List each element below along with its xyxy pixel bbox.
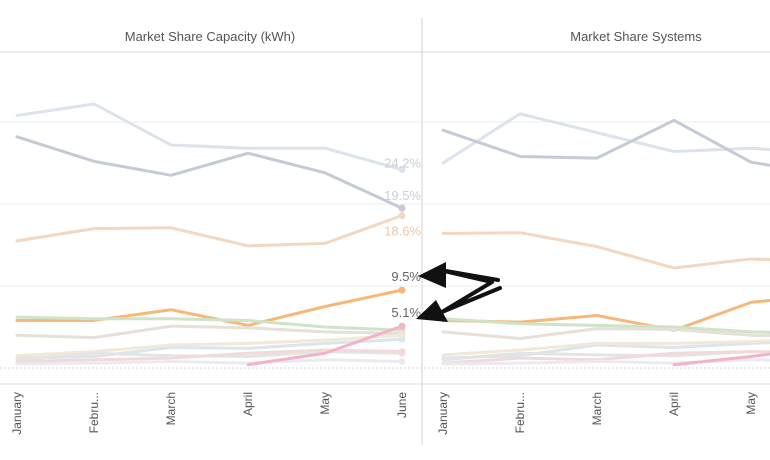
- series-line: [441, 350, 770, 365]
- x-tick-label: Febru...: [513, 392, 527, 433]
- x-tick-label: May: [318, 392, 332, 415]
- series-line: [15, 102, 404, 172]
- panel-title: Market Share Capacity (kWh): [125, 29, 296, 44]
- x-tick-label: March: [590, 392, 604, 425]
- series-line: [441, 327, 770, 340]
- series-line: [15, 288, 404, 327]
- series-line: [441, 231, 770, 270]
- series-line: [441, 358, 770, 366]
- series-line: [15, 213, 404, 248]
- series-line: [441, 118, 770, 167]
- series-end-point: [398, 211, 406, 219]
- panel-title: Market Share Systems: [570, 29, 702, 44]
- x-tick-label: March: [164, 392, 178, 425]
- x-tick-label: April: [667, 392, 681, 416]
- series-end-point: [398, 357, 406, 365]
- series-line: [15, 333, 404, 358]
- annotation-arrow: [438, 268, 502, 314]
- series-end-point: [398, 331, 406, 339]
- series-end-point: [398, 204, 406, 212]
- data-label: 5.1%: [391, 305, 421, 320]
- series-line: [15, 315, 404, 332]
- series-end-point: [398, 322, 406, 330]
- x-tick-label: May: [744, 392, 758, 415]
- x-tick-label: January: [436, 392, 450, 435]
- series-line: [441, 341, 770, 360]
- series-end-point: [398, 348, 406, 356]
- data-label: 18.6%: [384, 223, 421, 238]
- x-tick-label: January: [10, 392, 24, 435]
- series-line: [15, 337, 404, 360]
- x-tick-label: Febru...: [87, 392, 101, 433]
- data-label: 19.5%: [384, 188, 421, 203]
- series-end-point: [398, 166, 406, 174]
- series-line: [441, 339, 770, 357]
- x-tick-label: June: [395, 392, 409, 418]
- series-line: [441, 317, 770, 334]
- data-label: 9.5%: [391, 269, 421, 284]
- data-label: 24.2%: [384, 156, 421, 171]
- x-tick-label: April: [241, 392, 255, 416]
- annotation-arrow-lower-head: [416, 300, 448, 322]
- series-line: [672, 352, 770, 367]
- series-line: [15, 135, 404, 210]
- series-line: [246, 324, 404, 367]
- series-line: [441, 112, 770, 165]
- series-line: [15, 324, 404, 340]
- series-line: [15, 358, 404, 366]
- series-end-point: [398, 286, 406, 294]
- annotation-arrow-upper-head: [418, 262, 446, 288]
